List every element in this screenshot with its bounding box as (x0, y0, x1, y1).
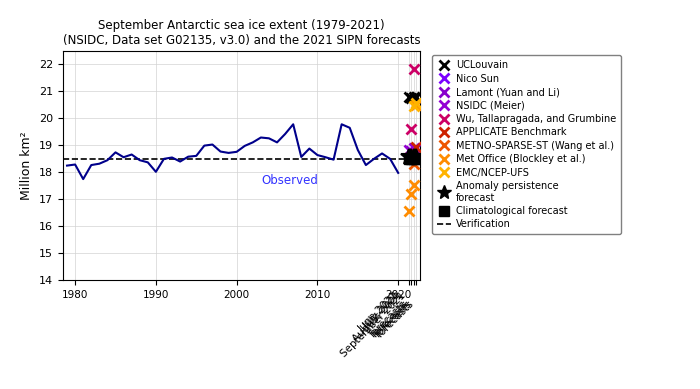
Title: September Antarctic sea ice extent (1979-2021)
(NSIDC, Data set G02135, v3.0) an: September Antarctic sea ice extent (1979… (63, 19, 420, 47)
Text: Observed: Observed (261, 174, 318, 187)
Legend: UCLouvain, Nico Sun, Lamont (Yuan and Li), NSIDC (Meier), Wu, Tallapragada, and : UCLouvain, Nico Sun, Lamont (Yuan and Li… (432, 55, 622, 234)
Y-axis label: Million km²: Million km² (20, 131, 34, 200)
